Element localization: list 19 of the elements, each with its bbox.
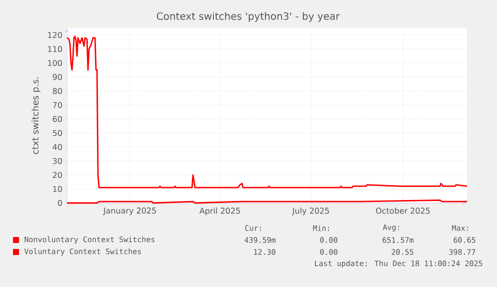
y-axis-title: ctxt switches p.s.	[32, 77, 40, 154]
y-tick-label: 40	[52, 144, 62, 150]
x-tick-label: July 2025	[292, 208, 329, 216]
y-tick-label: 110	[48, 46, 62, 52]
y-tick-label: 50	[52, 130, 62, 136]
y-tick-label: 120	[48, 32, 62, 38]
y-tick-label: 20	[52, 172, 62, 178]
x-tick-label: January 2025	[102, 208, 156, 216]
y-tick-label: 100	[48, 60, 62, 66]
chart-title: Context switches 'python3' - by year	[156, 12, 340, 22]
y-tick-label: 80	[52, 88, 62, 94]
y-tick-label: 10	[53, 186, 62, 192]
y-tick-label: 60	[52, 116, 62, 122]
y-tick-label: 70	[52, 102, 62, 108]
x-tick-label: April 2025	[199, 208, 240, 216]
y-tick-label: 30	[52, 158, 62, 164]
y-tick-label: 90	[52, 74, 62, 80]
y-tick-label: 0	[58, 200, 62, 206]
x-tick-label: October 2025	[376, 208, 430, 214]
